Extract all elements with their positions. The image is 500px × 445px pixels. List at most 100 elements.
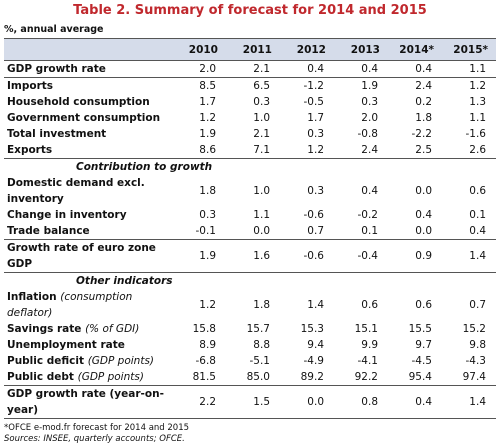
cell-value: -0.5 bbox=[303, 96, 325, 108]
cell-value: 7.1 bbox=[253, 144, 270, 156]
column-header: 2014* bbox=[388, 38, 442, 61]
cell-value: 1.5 bbox=[226, 385, 280, 419]
row-label-cell: Unemployment rate bbox=[4, 337, 172, 353]
cell-value: 0.4 bbox=[388, 60, 442, 78]
row-label-cell: Imports bbox=[4, 77, 172, 94]
cell-value: 1.1 bbox=[253, 209, 270, 221]
row-label: Public deficit bbox=[7, 355, 85, 367]
cell-value: 9.7 bbox=[415, 339, 432, 351]
sources: Sources: INSEE, quarterly accounts; OFCE… bbox=[0, 434, 500, 445]
data-row: Change in inventory 0.3 1.1 -0.6 -0.2 0.4 0.1 bbox=[4, 207, 496, 223]
row-label: Growth rate of euro zone GDP bbox=[7, 242, 156, 270]
cell-value: 2.6 bbox=[469, 144, 486, 156]
cell-value: 1.8 bbox=[415, 112, 432, 124]
row-label-cell: Public debt (GDP points) bbox=[4, 369, 172, 386]
row-label-cell: Inflation (consumption deflator) bbox=[4, 289, 172, 321]
row-label: Unemployment rate bbox=[7, 339, 125, 351]
column-header: 2010 bbox=[172, 38, 226, 61]
data-row: GDP growth rate (year-on-year) 2.2 1.5 0.0 0… bbox=[4, 385, 496, 419]
cell-value: 8.6 bbox=[199, 144, 216, 156]
column-header: 2012 bbox=[280, 38, 334, 61]
cell-value: 0.7 bbox=[307, 225, 324, 237]
cell-value: 0.6 bbox=[469, 185, 486, 197]
column-header: 2013 bbox=[334, 38, 388, 61]
data-row: Imports 8.5 6.5 -1.2 1.9 2.4 1.2 bbox=[4, 77, 496, 94]
cell-value: -1.6 bbox=[465, 128, 487, 140]
row-label-cell: Growth rate of euro zone GDP bbox=[4, 239, 172, 273]
cell-value: 0.0 bbox=[280, 385, 334, 419]
cell-value: 1.4 bbox=[442, 385, 496, 419]
row-label-cell: GDP growth rate bbox=[4, 60, 172, 78]
data-row: Savings rate (% of GDI) 15.8 15.7 15.3 15.1 1… bbox=[4, 321, 496, 337]
cell-value: -0.2 bbox=[357, 209, 379, 221]
cell-value: 92.2 bbox=[354, 371, 378, 383]
row-label-cell: Public deficit (GDP points) bbox=[4, 353, 172, 369]
cell-value: 1.2 bbox=[199, 112, 216, 124]
cell-value: -0.8 bbox=[357, 128, 379, 140]
cell-value: 0.0 bbox=[253, 225, 270, 237]
cell-value: -4.1 bbox=[357, 355, 379, 367]
section-heading: Contribution to growth bbox=[4, 158, 496, 175]
cell-value: 0.0 bbox=[415, 185, 432, 197]
cell-value: 95.4 bbox=[408, 371, 432, 383]
cell-value: -4.5 bbox=[411, 355, 433, 367]
forecast-table: 2010 2011 2012 2013 2014* 2015* GDP growth ra… bbox=[4, 38, 496, 419]
cell-value: 2.0 bbox=[361, 112, 378, 124]
column-header: 2015* bbox=[442, 38, 496, 61]
cell-value: 0.8 bbox=[334, 385, 388, 419]
row-label: Government consumption bbox=[7, 112, 161, 124]
cell-value: 0.7 bbox=[469, 299, 486, 311]
cell-value: 1.9 bbox=[334, 77, 388, 94]
cell-value: 1.2 bbox=[442, 77, 496, 94]
section-heading: Other indicators bbox=[4, 272, 496, 289]
data-row: GDP growth rate 2.0 2.1 0.4 0.4 0.4 1.1 bbox=[4, 60, 496, 78]
data-row: Domestic demand excl. inventory 1.8 1.0 0.3… bbox=[4, 175, 496, 207]
cell-value: 9.8 bbox=[469, 339, 486, 351]
cell-value: 1.4 bbox=[307, 299, 324, 311]
data-row: Unemployment rate 8.9 8.8 9.4 9.9 9.7 9.8 bbox=[4, 337, 496, 353]
row-label: Total investment bbox=[7, 128, 107, 140]
cell-value: 97.4 bbox=[462, 371, 486, 383]
row-note: (GDP points) bbox=[77, 371, 144, 383]
row-label-cell: GDP growth rate (year-on-year) bbox=[4, 385, 172, 419]
data-row: Total investment 1.9 2.1 0.3 -0.8 -2.2 -1.6 bbox=[4, 126, 496, 142]
row-label-cell: Domestic demand excl. inventory bbox=[4, 175, 172, 207]
cell-value: 0.3 bbox=[253, 96, 270, 108]
cell-value: 2.5 bbox=[415, 144, 432, 156]
cell-value: 6.5 bbox=[226, 77, 280, 94]
cell-value: -4.9 bbox=[303, 355, 325, 367]
cell-value: 1.1 bbox=[469, 112, 486, 124]
cell-value: 2.2 bbox=[172, 385, 226, 419]
row-note: (GDP points) bbox=[87, 355, 155, 367]
cell-value: 15.2 bbox=[462, 323, 486, 335]
cell-value: -6.8 bbox=[195, 355, 217, 367]
cell-value: 0.6 bbox=[415, 299, 432, 311]
cell-value: 89.2 bbox=[300, 371, 324, 383]
cell-value: -5.1 bbox=[249, 355, 271, 367]
row-label: GDP growth rate bbox=[7, 63, 106, 75]
cell-value: 2.4 bbox=[361, 144, 378, 156]
cell-value: -0.6 bbox=[303, 209, 325, 221]
cell-value: -4.3 bbox=[465, 355, 487, 367]
cell-value: 9.4 bbox=[307, 339, 324, 351]
cell-value: 0.0 bbox=[415, 225, 432, 237]
cell-value: 1.7 bbox=[307, 112, 324, 124]
data-row: Government consumption 1.2 1.0 1.7 2.0 1.8 1.1 bbox=[4, 110, 496, 126]
cell-value: -2.2 bbox=[411, 128, 433, 140]
cell-value: 1.9 bbox=[172, 239, 226, 273]
cell-value: 0.3 bbox=[307, 185, 324, 197]
cell-value: 9.9 bbox=[361, 339, 378, 351]
cell-value: 0.4 bbox=[388, 385, 442, 419]
row-label: Inflation bbox=[7, 291, 57, 303]
cell-value: 1.3 bbox=[469, 96, 486, 108]
cell-value: 15.3 bbox=[300, 323, 324, 335]
section-row: Contribution to growth bbox=[4, 158, 496, 175]
cell-value: 2.4 bbox=[388, 77, 442, 94]
row-label-cell: Trade balance bbox=[4, 223, 172, 240]
cell-value: 0.2 bbox=[415, 96, 432, 108]
row-label: Imports bbox=[7, 80, 54, 92]
cell-value: 0.1 bbox=[469, 209, 486, 221]
cell-value: 1.6 bbox=[226, 239, 280, 273]
data-row: Trade balance -0.1 0.0 0.7 0.1 0.0 0.4 bbox=[4, 223, 496, 240]
cell-value: 8.5 bbox=[172, 77, 226, 94]
